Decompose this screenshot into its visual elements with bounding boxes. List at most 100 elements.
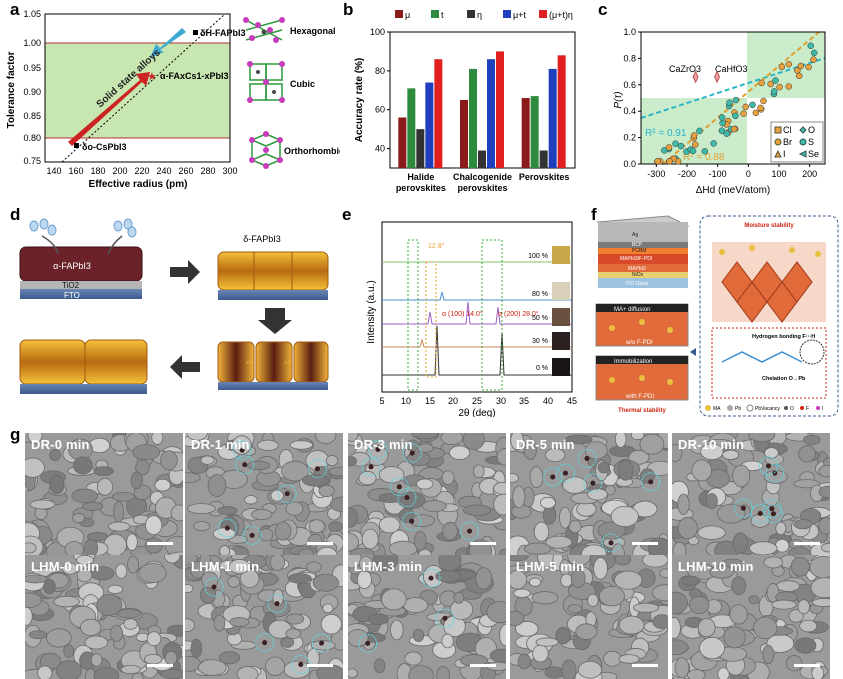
x-axis-label: ΔHd (meV/atom)	[696, 185, 770, 196]
scatter-point	[770, 88, 778, 95]
sem-image: LHM-5 min	[510, 555, 668, 679]
scatter-point	[665, 144, 673, 151]
x-tick-label: -100	[709, 169, 727, 179]
scatter-point	[785, 83, 793, 90]
y-tick: 0.80	[23, 133, 41, 143]
y-tick-label: 40	[375, 144, 385, 154]
scatter-point	[772, 77, 779, 84]
scale-bar	[632, 664, 658, 667]
orthorhombic-structure	[249, 131, 283, 169]
y-tick-label: 0.2	[623, 133, 636, 143]
label-fapbi3: δH-FAPbI3	[200, 28, 245, 38]
x-tick: 35	[519, 396, 529, 406]
fit-line-cyan	[640, 57, 826, 119]
panel-label-g: g	[10, 425, 21, 444]
layer-bcp: BCP	[632, 242, 643, 248]
category-label: perovskites	[457, 183, 507, 193]
scale-bar	[307, 664, 333, 667]
scatter-point	[810, 56, 817, 63]
x-tick: 280	[200, 166, 215, 176]
bar	[530, 96, 539, 168]
x-ticks: 140 160 180 200 220 240 260 280 300	[46, 166, 237, 176]
arrow-right	[170, 260, 200, 284]
legend-label: μ	[405, 10, 410, 20]
scatter-point	[677, 142, 685, 150]
scatter-point	[752, 109, 760, 117]
scale-bar	[794, 664, 820, 667]
plot-frame	[44, 13, 231, 163]
legend-label: (μ+t)η	[549, 10, 573, 20]
immobilization-box: Immobilization with F-PDI	[595, 355, 689, 401]
label-alpha: α-FAPbI3	[53, 261, 91, 271]
scatter-point	[730, 125, 738, 133]
y-tick-label: 0.6	[623, 80, 636, 90]
annotation-cahfo3: CaHfO3	[715, 64, 748, 74]
sem-image: LHM-0 min	[25, 555, 183, 679]
scatter-point	[696, 127, 703, 135]
y-tick-label: 1.0	[623, 27, 636, 37]
orthorhombic-label: Orthorhombic	[284, 146, 340, 156]
layer-ag: Ag	[632, 232, 638, 238]
x-tick: 180	[90, 166, 105, 176]
arrow-left	[170, 355, 200, 379]
scatter-point	[689, 147, 697, 155]
point-fapbi3	[193, 30, 198, 35]
sem-image: DR-10 min	[672, 433, 830, 557]
diffusion-box: MA+ diffusion w/o F-PDI	[595, 303, 689, 347]
x-tick-label: 200	[802, 169, 817, 179]
scatter-point	[690, 132, 698, 139]
scatter-point	[723, 130, 730, 137]
x-tick: 15	[425, 396, 435, 406]
bar	[557, 55, 566, 168]
bar	[407, 88, 416, 168]
y-tick: 1.00	[23, 38, 41, 48]
y-axis-label: Intensity (a.u.)	[366, 280, 377, 343]
moisture-label: Moisture stability	[744, 223, 794, 229]
sem-label: LHM-0 min	[31, 559, 100, 574]
scatter-point	[710, 140, 717, 147]
x-tick: 5	[379, 396, 384, 406]
y-tick: 0.85	[23, 111, 41, 121]
sem-image: DR-0 min	[25, 433, 183, 557]
legend-swatch	[539, 10, 547, 18]
point-cazro3	[692, 70, 699, 84]
legend-se: Se	[808, 149, 819, 159]
scatter-point	[732, 112, 739, 120]
legend-cl: Cl	[783, 125, 792, 135]
legend-label: μ+t	[513, 10, 526, 20]
label-alloy: α-FAxCs1-xPbI3	[160, 71, 229, 81]
svg-text:⇔: ⇔	[282, 356, 293, 368]
category-label: Chalcogenide	[453, 172, 512, 182]
category-label: perovskites	[396, 183, 446, 193]
percent-0: 0 %	[536, 365, 548, 372]
blue-arrow	[150, 28, 186, 58]
bar	[548, 68, 557, 168]
chelation-label: Chelation O→Pb	[762, 376, 806, 382]
layer-ito: ITO Glass	[626, 281, 649, 287]
bar	[416, 129, 425, 168]
x-tick: 240	[156, 166, 171, 176]
annotation-cazro3: CaZrO3	[669, 64, 701, 74]
panel-c-chart: P(τ) ΔHd (meV/atom) CaZrO3 CaHfO3 R² = 0…	[613, 27, 826, 196]
scatter-point	[797, 62, 805, 70]
sem-label: DR-1 min	[191, 437, 250, 452]
scatter-point	[654, 157, 661, 165]
scatter-point	[778, 63, 786, 71]
sem-image: DR-5 min	[510, 433, 668, 557]
scatter-point	[760, 97, 767, 105]
delta-layer	[217, 251, 329, 291]
label-cspbi3: δo-CsPbI3	[82, 142, 126, 152]
x-tick: 200	[112, 166, 127, 176]
thermal-label: Thermal stability	[618, 408, 666, 414]
plot-frame	[381, 221, 573, 393]
scatter-point	[810, 49, 818, 57]
percent-30: 30 %	[532, 338, 548, 345]
legend-swatch	[431, 10, 439, 18]
sem-image: LHM-1 min	[185, 555, 343, 679]
sem-image: DR-3 min	[348, 433, 506, 557]
bar	[469, 68, 477, 168]
percent-80: 80 %	[532, 291, 548, 298]
y-tick: 0.90	[23, 87, 41, 97]
panel-label-b: b	[343, 0, 354, 19]
legend-i: I	[783, 149, 786, 159]
